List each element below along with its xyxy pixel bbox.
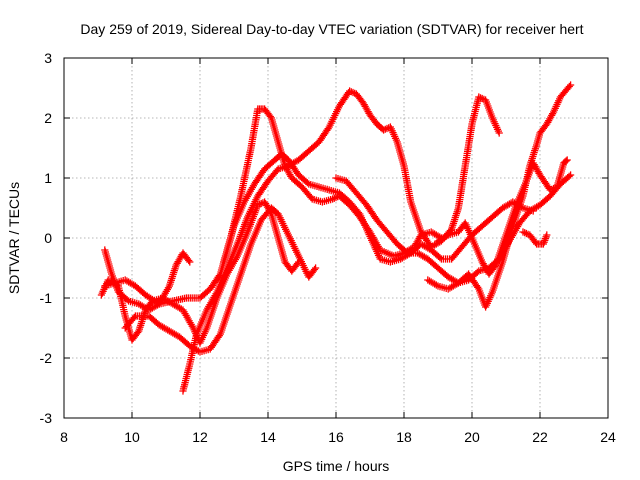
x-axis-label: GPS time / hours — [283, 458, 390, 474]
y-tick-label: 0 — [44, 230, 52, 246]
series-markers — [434, 156, 571, 278]
y-tick-label: -2 — [40, 350, 53, 366]
x-axis-ticks: 8 10 12 14 16 18 20 22 24 — [60, 58, 616, 445]
y-tick-label: -1 — [40, 290, 53, 306]
y-tick-label: -3 — [40, 410, 53, 426]
y-tick-label: 1 — [44, 170, 52, 186]
series-group — [97, 81, 575, 395]
series-markers — [519, 228, 551, 248]
y-axis-label: SDTVAR / TECUs — [6, 182, 22, 294]
y-tick-label: 3 — [44, 50, 52, 66]
series-markers — [121, 204, 320, 356]
series-arc-10 — [519, 228, 551, 248]
y-tick-label: 2 — [44, 110, 52, 126]
series-arc-2 — [101, 246, 194, 314]
x-tick-label: 22 — [532, 429, 548, 445]
y-axis-ticks: -3 -2 -1 0 1 2 3 — [40, 50, 608, 426]
series-arc-1 — [97, 198, 303, 347]
series-markers — [179, 87, 503, 395]
series-arc-4 — [121, 204, 320, 356]
x-tick-label: 14 — [260, 429, 276, 445]
series-arc-5 — [179, 87, 503, 395]
chart-title: Day 259 of 2019, Sidereal Day-to-day VTE… — [80, 21, 583, 37]
x-tick-label: 10 — [124, 429, 140, 445]
x-tick-label: 8 — [60, 429, 68, 445]
x-tick-label: 16 — [328, 429, 344, 445]
x-tick-label: 12 — [192, 429, 208, 445]
x-tick-label: 20 — [464, 429, 480, 445]
series-arc-9 — [434, 156, 571, 278]
x-tick-label: 24 — [600, 429, 616, 445]
x-tick-label: 18 — [396, 429, 412, 445]
